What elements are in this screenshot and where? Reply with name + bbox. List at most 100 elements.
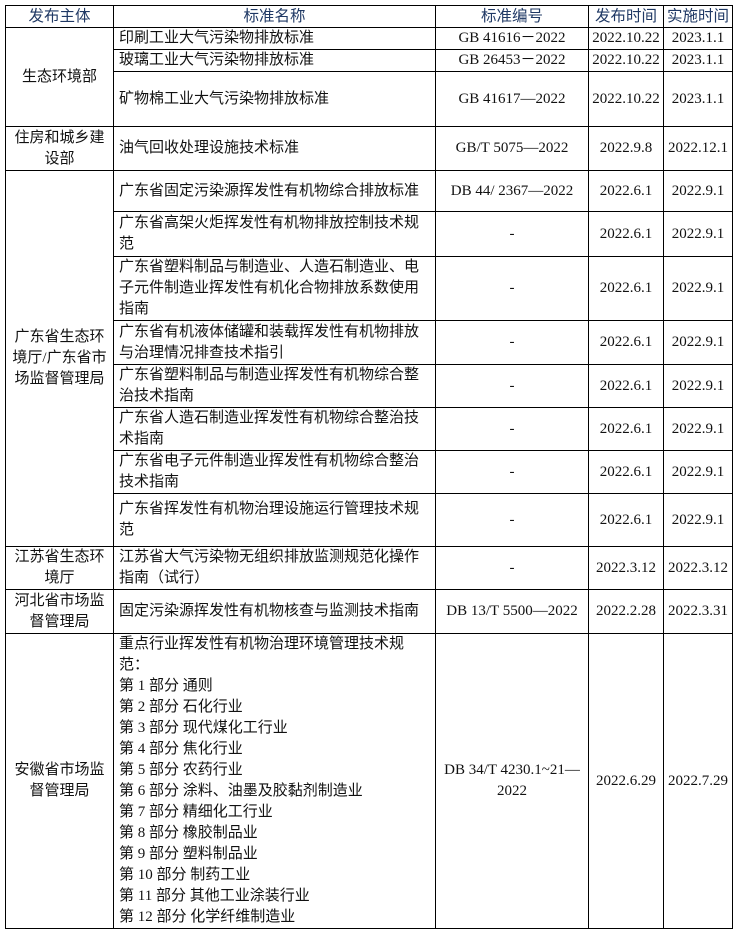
standard-code-cell: - xyxy=(435,407,589,451)
standard-name: 广东省固定污染源挥发性有机物综合排放标准 xyxy=(119,182,420,199)
publish-date-cell: 2022.6.1 xyxy=(588,450,664,494)
standard-name: 重点行业挥发性有机物治理环境管理技术规范： xyxy=(119,636,405,673)
standard-name: 广东省塑料制品与制造业、人造石制造业、电子元件制造业挥发性有机化合物排放系数使用… xyxy=(119,259,420,317)
publish-date-cell: 2022.10.22 xyxy=(588,71,664,127)
standard-name-cell: 印刷工业大气污染物排放标准 xyxy=(113,27,436,50)
table-row: 玻璃工业大气污染物排放标准 GB 26453－2022 2022.10.22 2023… xyxy=(6,49,733,72)
standard-code-cell: GB 41617—2022 xyxy=(435,71,589,127)
header-code: 标准编号 xyxy=(435,5,589,28)
table-row: 住房和城乡建设部 油气回收处理设施技术标准 GB/T 5075—2022 2022.9… xyxy=(5,126,733,171)
publish-date-cell: 2022.6.1 xyxy=(588,364,664,408)
standard-name: 印刷工业大气污染物排放标准 xyxy=(119,30,315,46)
standard-name-cell: 江苏省大气污染物无组织排放监测规范化操作指南（试行） xyxy=(113,546,436,590)
standard-code-cell: GB 26453－2022 xyxy=(435,49,589,72)
standard-part: 第 4 部分 焦化行业 xyxy=(119,741,243,757)
publish-date-cell: 2022.6.29 xyxy=(588,633,664,929)
standard-part: 第 2 部分 石化行业 xyxy=(119,699,243,715)
standard-name-cell: 矿物棉工业大气污染物排放标准 xyxy=(113,71,436,127)
standard-code-cell: DB 34/T 4230.1~21—2022 xyxy=(435,633,589,929)
standard-name-cell: 广东省塑料制品与制造业、人造石制造业、电子元件制造业挥发性有机化合物排放系数使用… xyxy=(113,256,436,321)
standard-code-cell: DB 13/T 5500—2022 xyxy=(435,589,589,634)
standard-part: 第 1 部分 通则 xyxy=(119,678,213,694)
implement-date-cell: 2022.3.31 xyxy=(663,589,733,634)
agency-cell: 住房和城乡建设部 xyxy=(5,126,114,171)
implement-date-cell: 2022.9.1 xyxy=(663,320,733,365)
table-row: 广东省有机液体储罐和装载挥发性有机物排放与治理情况排查技术指引 -2022.6.1… xyxy=(6,320,733,365)
standard-code-cell: - xyxy=(435,320,589,365)
publish-date-cell: 2022.10.22 xyxy=(588,27,664,50)
table-row: 广东省人造石制造业挥发性有机物综合整治技术指南 -2022.6.1 2022.9.1 xyxy=(6,407,733,451)
publish-date-cell: 2022.10.22 xyxy=(588,49,664,72)
table-row: 广东省生态环境厅/广东省市场监督管理局 广东省固定污染源挥发性有机物综合排放标准 D… xyxy=(5,170,733,547)
standard-name: 油气回收处理设施技术标准 xyxy=(119,140,300,156)
standard-code-cell: - xyxy=(435,546,589,590)
standard-code-cell: - xyxy=(435,493,589,547)
standard-name-cell: 广东省挥发性有机物治理设施运行管理技术规范 xyxy=(113,493,436,547)
standard-part: 第 12 部分 化学纤维制造业 xyxy=(119,909,296,925)
publish-date-cell: 2022.6.1 xyxy=(588,407,664,451)
standard-code-cell: - xyxy=(435,364,589,408)
standard-part: 第 9 部分 塑料制品业 xyxy=(119,846,258,862)
implement-date-cell: 2023.1.1 xyxy=(663,27,733,50)
table-row: 广东省塑料制品与制造业挥发性有机物综合整治技术指南 -2022.6.1 2022.9… xyxy=(6,364,733,408)
standard-name-cell: 广东省高架火炬挥发性有机物排放控制技术规范 xyxy=(113,211,436,257)
header-row: 发布主体 标准名称 标准编号 发布时间 实施时间 xyxy=(5,5,733,28)
table-row: 矿物棉工业大气污染物排放标准 GB 41617—2022 2022.10.22 202… xyxy=(6,71,733,127)
standard-name: 广东省高架火炬挥发性有机物排放控制技术规范 xyxy=(119,215,420,252)
standard-name-cell: 重点行业挥发性有机物治理环境管理技术规范： 第 1 部分 通则第 2 部分 石化行… xyxy=(113,633,436,929)
standard-part: 第 5 部分 农药行业 xyxy=(119,762,243,778)
standard-part: 第 11 部分 其他工业涂装行业 xyxy=(119,888,310,904)
standard-part: 第 6 部分 涂料、油墨及胶黏剂制造业 xyxy=(119,783,363,799)
agency-cell: 安徽省市场监督管理局 xyxy=(5,633,114,929)
standard-name-cell: 广东省固定污染源挥发性有机物综合排放标准 xyxy=(113,170,436,212)
publish-date-cell: 2022.6.1 xyxy=(588,256,664,321)
implement-date-cell: 2022.7.29 xyxy=(663,633,733,929)
table-row: 江苏省生态环境厅 江苏省大气污染物无组织排放监测规范化操作指南（试行） -2022.… xyxy=(5,546,733,590)
standard-name: 矿物棉工业大气污染物排放标准 xyxy=(119,90,330,107)
implement-date-cell: 2022.9.1 xyxy=(663,493,733,547)
implement-date-cell: 2022.9.1 xyxy=(663,450,733,494)
standard-name-cell: 广东省人造石制造业挥发性有机物综合整治技术指南 xyxy=(113,407,436,451)
publish-date-cell: 2022.9.8 xyxy=(588,126,664,171)
agency-cell: 生态环境部 xyxy=(5,27,114,127)
standard-name: 广东省塑料制品与制造业挥发性有机物综合整治技术指南 xyxy=(119,367,420,404)
table-row: 河北省市场监督管理局 固定污染源挥发性有机物核查与监测技术指南 DB 13/T 55… xyxy=(5,589,733,634)
standard-name-cell: 广东省塑料制品与制造业挥发性有机物综合整治技术指南 xyxy=(113,364,436,408)
standard-name: 江苏省大气污染物无组织排放监测规范化操作指南（试行） xyxy=(119,549,420,586)
standard-name-cell: 玻璃工业大气污染物排放标准 xyxy=(113,49,436,72)
standard-name: 广东省电子元件制造业挥发性有机物综合整治技术指南 xyxy=(119,453,420,490)
header-name: 标准名称 xyxy=(113,5,436,28)
publish-date-cell: 2022.6.1 xyxy=(588,493,664,547)
header-publish-date: 发布时间 xyxy=(588,5,664,28)
implement-date-cell: 2022.9.1 xyxy=(663,407,733,451)
standard-code-cell: - xyxy=(435,256,589,321)
standard-name-cell: 固定污染源挥发性有机物核查与监测技术指南 xyxy=(113,589,436,634)
implement-date-cell: 2022.9.1 xyxy=(663,256,733,321)
standard-name-cell: 广东省电子元件制造业挥发性有机物综合整治技术指南 xyxy=(113,450,436,494)
publish-date-cell: 2022.3.12 xyxy=(588,546,664,590)
table-row: 广东省高架火炬挥发性有机物排放控制技术规范 -2022.6.1 2022.9.1 xyxy=(6,211,733,257)
standards-table: 发布主体 标准名称 标准编号 发布时间 实施时间 生态环境部 印刷工业大气污染物排… xyxy=(5,5,733,929)
implement-date-cell: 2022.9.1 xyxy=(663,211,733,257)
implement-date-cell: 2022.9.1 xyxy=(663,170,733,212)
implement-date-cell: 2022.3.12 xyxy=(663,546,733,590)
publish-date-cell: 2022.6.1 xyxy=(588,211,664,257)
standard-code-cell: GB/T 5075—2022 xyxy=(435,126,589,171)
standard-code-cell: GB 41616－2022 xyxy=(435,27,589,50)
implement-date-cell: 2023.1.1 xyxy=(663,49,733,72)
standard-code-cell: DB 44/ 2367—2022 xyxy=(435,170,589,212)
table-row: 安徽省市场监督管理局 重点行业挥发性有机物治理环境管理技术规范： 第 1 部分 通则… xyxy=(5,633,733,929)
standard-part: 第 8 部分 橡胶制品业 xyxy=(119,825,258,841)
implement-date-cell: 2022.12.1 xyxy=(663,126,733,171)
standard-name: 广东省有机液体储罐和装载挥发性有机物排放与治理情况排查技术指引 xyxy=(119,323,420,361)
standard-code-cell: - xyxy=(435,450,589,494)
standard-name: 广东省挥发性有机物治理设施运行管理技术规范 xyxy=(119,501,420,538)
agency-cell: 广东省生态环境厅/广东省市场监督管理局 xyxy=(5,170,114,547)
standard-name-cell: 广东省有机液体储罐和装载挥发性有机物排放与治理情况排查技术指引 xyxy=(113,320,436,365)
standard-code-cell: - xyxy=(435,211,589,257)
implement-date-cell: 2022.9.1 xyxy=(663,364,733,408)
standard-part: 第 7 部分 精细化工行业 xyxy=(119,804,273,820)
standard-name: 固定污染源挥发性有机物核查与监测技术指南 xyxy=(119,603,420,619)
publish-date-cell: 2022.6.1 xyxy=(588,170,664,212)
header-implement-date: 实施时间 xyxy=(663,5,733,28)
